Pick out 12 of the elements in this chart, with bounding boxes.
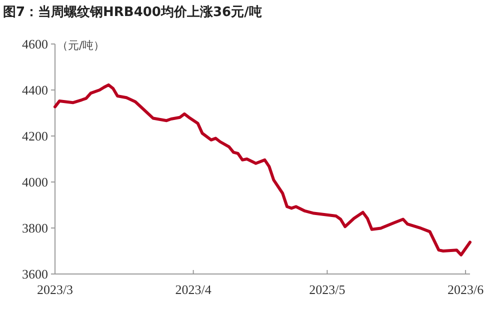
title: 图7：当周螺纹钢HRB400均价上涨36元/吨: [3, 5, 262, 20]
ytick: 4600: [22, 36, 48, 52]
xtick: 2023/3: [36, 282, 74, 297]
xtick: 2023/4: [175, 282, 212, 297]
xtick: 2023/6: [447, 282, 484, 297]
ytick: 4200: [22, 128, 48, 144]
ytick: 3800: [22, 220, 48, 236]
ytick: 3600: [22, 266, 48, 282]
xtick: 2023/5: [309, 282, 346, 297]
ytick: 4000: [22, 174, 48, 190]
ytick: 4400: [22, 82, 48, 98]
ylabel: （元/吨）: [57, 39, 105, 52]
